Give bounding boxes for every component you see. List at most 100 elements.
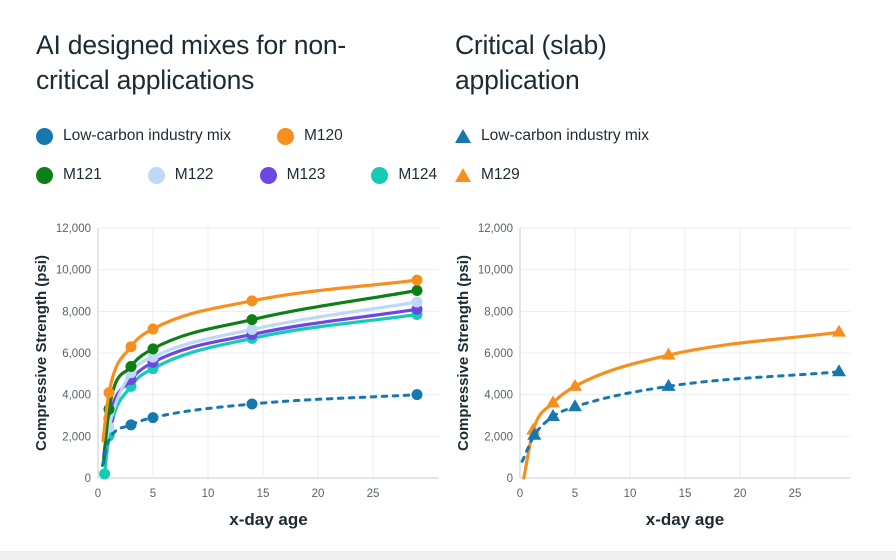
triangle-marker [568, 378, 582, 391]
panel-noncritical: AI designed mixes for non-critical appli… [0, 0, 448, 545]
legend-circle-icon [147, 166, 165, 184]
triangle-marker [546, 395, 560, 408]
circle-marker [246, 323, 258, 335]
series-line-m129 [522, 330, 841, 480]
x-tick-label: 20 [312, 488, 325, 500]
x-tick-label: 10 [624, 488, 637, 500]
x-tick-label: 0 [517, 488, 523, 500]
series-markers-m129 [526, 324, 846, 435]
legend-label: M124 [398, 166, 438, 183]
circle-marker [147, 351, 159, 363]
y-axis-title: Compressive Strength (psi) [33, 255, 50, 451]
triangle-marker [832, 364, 846, 377]
legend-item-low-carbon-industry-mix: Low-carbon industry mix [36, 127, 231, 145]
x-tick-label: 5 [150, 488, 156, 500]
chart-noncritical: 0 2,000 4,000 6,000 8,000 10,000 12,000 0 5 10 15 2… [0, 215, 448, 545]
legend-circle-icon [36, 166, 53, 184]
panel-critical: Critical (slab) application Low-carbon i… [448, 0, 896, 545]
y-tick-label: 8,000 [484, 306, 513, 318]
legend-label: M129 [481, 166, 520, 183]
circle-marker [125, 419, 137, 431]
x-tick-label: 25 [789, 488, 802, 500]
legend-circle-icon [259, 166, 277, 184]
x-tick-label: 15 [257, 488, 270, 500]
x-axis-title: x-day age [229, 510, 307, 529]
tick-labels: 0 2,000 4,000 6,000 8,000 10,000 12,000 0 5 10 15 2… [56, 223, 380, 500]
legend-triangle-icon [455, 168, 471, 182]
legend-noncritical: Low-carbon industry mix M120 M121 M122 M123 M… [36, 127, 437, 184]
x-tick-label: 5 [572, 488, 578, 500]
legend-circle-icon [371, 166, 389, 184]
circle-marker [125, 341, 137, 353]
chart-title-noncritical: AI designed mixes for non-critical appli… [36, 30, 347, 95]
series-m120 [101, 274, 423, 443]
chart-title-critical: Critical (slab) application [455, 30, 607, 95]
y-tick-label: 10,000 [478, 265, 513, 277]
circle-marker [103, 387, 115, 399]
legend-label: M122 [174, 166, 214, 183]
legend-circle-icon [36, 127, 53, 145]
x-tick-label: 0 [95, 488, 101, 500]
triangle-marker [661, 378, 676, 391]
chart-svg: 0 2,000 4,000 6,000 8,000 10,000 12,000 0 5 10 15 2… [33, 223, 439, 529]
legend-label: M121 [63, 166, 102, 183]
legend-label: Low-carbon industry mix [63, 127, 231, 144]
y-tick-label: 2,000 [484, 431, 513, 443]
chart-critical: 0 2,000 4,000 6,000 8,000 10,000 12,000 0 5 10 15 2… [448, 215, 896, 545]
circle-marker [246, 314, 258, 326]
legend-item-m121: M121 [36, 166, 102, 184]
legend-circle-icon [276, 127, 294, 145]
y-tick-label: 12,000 [56, 223, 91, 235]
series-m124 [99, 308, 423, 480]
series-line-low-carbon-industry-mix [100, 393, 419, 467]
x-tick-label: 25 [367, 488, 380, 500]
y-tick-label: 4,000 [62, 390, 91, 402]
circle-marker [411, 274, 423, 286]
legend-triangle-icon [455, 129, 471, 143]
legend-item-m122: M122 [147, 166, 214, 184]
triangle-marker [661, 347, 676, 360]
triangle-marker [527, 427, 542, 440]
circle-marker [411, 296, 423, 308]
x-tick-label: 15 [679, 488, 692, 500]
tick-labels: 0 2,000 4,000 6,000 8,000 10,000 12,000 0 5 10 15 2… [478, 223, 802, 500]
y-tick-label: 0 [85, 473, 91, 485]
series-markers-low-carbon-industry-mix [527, 364, 846, 440]
y-axis-title: Compressive Strength (psi) [455, 255, 472, 451]
series-markers-m120 [103, 274, 423, 399]
y-tick-label: 12,000 [478, 223, 513, 235]
circle-marker [99, 468, 111, 480]
legend-label: Low-carbon industry mix [481, 127, 649, 144]
legend-critical: Low-carbon industry mix M129 [455, 127, 649, 184]
x-tick-label: 10 [202, 488, 215, 500]
series-markers-low-carbon-industry-mix [125, 389, 423, 431]
legend-item-m123: M123 [259, 166, 326, 184]
legend-item-low-carbon-industry-mix: Low-carbon industry mix [455, 127, 649, 145]
y-tick-label: 0 [507, 473, 513, 485]
y-tick-label: 4,000 [484, 390, 513, 402]
circle-marker [147, 343, 159, 355]
triangle-marker [568, 399, 582, 412]
circle-marker [125, 361, 137, 373]
series-line-m124 [103, 312, 419, 476]
y-tick-label: 10,000 [56, 265, 91, 277]
series-low-carbon-industry-mix [520, 364, 846, 463]
legend-item-m129: M129 [455, 166, 520, 184]
gridlines [98, 227, 439, 478]
legend-row: Low-carbon industry mix [455, 127, 649, 145]
legend-row: Low-carbon industry mix M120 [36, 127, 437, 145]
legend-row: M129 [455, 166, 649, 184]
x-tick-label: 20 [734, 488, 747, 500]
series-low-carbon-industry-mix [100, 389, 423, 467]
y-tick-label: 6,000 [484, 348, 513, 360]
gridlines [520, 227, 850, 478]
legend-label: M123 [286, 166, 326, 183]
circle-marker [246, 398, 258, 410]
circle-marker [246, 295, 258, 307]
series-markers-m124 [99, 308, 423, 480]
x-axis-title: x-day age [646, 510, 724, 529]
axes [519, 228, 850, 479]
circle-marker [147, 412, 159, 424]
legend-item-m124: M124 [371, 166, 437, 184]
